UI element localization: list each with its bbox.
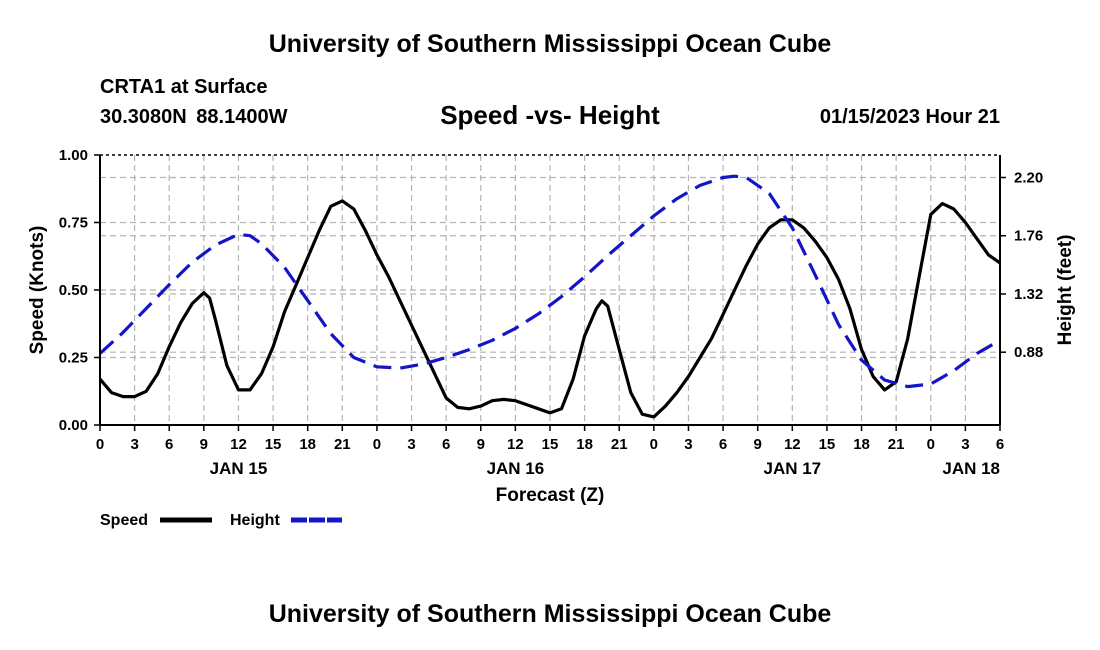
date-label: JAN 15	[210, 459, 268, 478]
x-tick-label: 21	[611, 436, 628, 453]
x-tick-label: 6	[442, 436, 450, 453]
x-tick-label: 0	[927, 436, 935, 453]
x-tick-label: 9	[754, 436, 762, 453]
x-tick-label: 0	[373, 436, 381, 453]
x-tick-label: 6	[719, 436, 727, 453]
station-label: CRTA1 at Surface	[100, 76, 268, 98]
y-tick-label: 0.50	[59, 282, 88, 299]
x-tick-label: 3	[684, 436, 692, 453]
y-tick-label: 1.00	[59, 147, 88, 164]
footer-title: University of Southern Mississippi Ocean…	[268, 600, 832, 628]
x-tick-label: 12	[230, 436, 247, 453]
forecast-datetime: 01/15/2023 Hour 21	[819, 106, 1000, 128]
x-tick-label: 15	[542, 436, 559, 453]
x-axis-label: Forecast (Z)	[496, 485, 605, 506]
speed-height-chart: 0 3 6 9 12 15 18 21 0 3 6 9 12 15 18 21 0 3 6 9 12 15 18 21 0 3 6 J…	[27, 147, 1076, 529]
y2-tick-label: 1.76	[1014, 228, 1043, 245]
x-tick-label: 15	[819, 436, 836, 453]
x-tick-label: 3	[407, 436, 415, 453]
date-label: JAN 17	[763, 459, 821, 478]
x-tick-label: 18	[299, 436, 316, 453]
series-height-line	[100, 174, 1000, 389]
x-tick-label: 18	[853, 436, 870, 453]
x-tick-label: 3	[961, 436, 969, 453]
legend-label-height: Height	[230, 512, 280, 529]
x-tick-label: 0	[96, 436, 104, 453]
x-tick-label: 0	[650, 436, 658, 453]
x-tick-label: 18	[576, 436, 593, 453]
x-tick-label: 9	[200, 436, 208, 453]
x-tick-label: 12	[784, 436, 801, 453]
x-tick-label: 3	[130, 436, 138, 453]
main-title: University of Southern Mississippi Ocean…	[268, 30, 832, 58]
x-tick-label: 12	[507, 436, 524, 453]
date-label: JAN 16	[487, 459, 545, 478]
x-tick-label: 15	[265, 436, 282, 453]
legend-label-speed: Speed	[100, 512, 148, 529]
series-speed-line	[100, 199, 1000, 419]
y2-tick-label: 0.88	[1014, 344, 1043, 361]
chart-subtitle: Speed -vs- Height	[440, 100, 660, 130]
date-label: JAN 18	[942, 459, 1000, 478]
y-tick-label: 0.25	[59, 350, 88, 367]
y2-axis-label: Height (feet)	[1055, 235, 1076, 346]
y-tick-label: 0.00	[59, 417, 88, 434]
y-tick-label: 0.75	[59, 215, 88, 232]
coordinates-label: 30.3080N 88.1400W	[100, 106, 288, 128]
x-tick-label: 21	[334, 436, 351, 453]
y2-tick-label: 1.32	[1014, 286, 1043, 303]
x-tick-label: 6	[996, 436, 1004, 453]
y2-tick-label: 2.20	[1014, 170, 1043, 187]
x-tick-label: 9	[477, 436, 485, 453]
x-tick-label: 6	[165, 436, 173, 453]
y-axis-label: Speed (Knots)	[27, 226, 48, 355]
x-tick-label: 21	[888, 436, 905, 453]
